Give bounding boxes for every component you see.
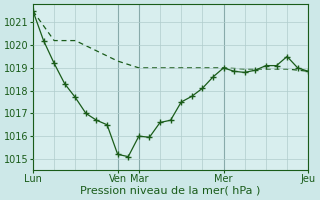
X-axis label: Pression niveau de la mer( hPa ): Pression niveau de la mer( hPa ) bbox=[80, 186, 261, 196]
